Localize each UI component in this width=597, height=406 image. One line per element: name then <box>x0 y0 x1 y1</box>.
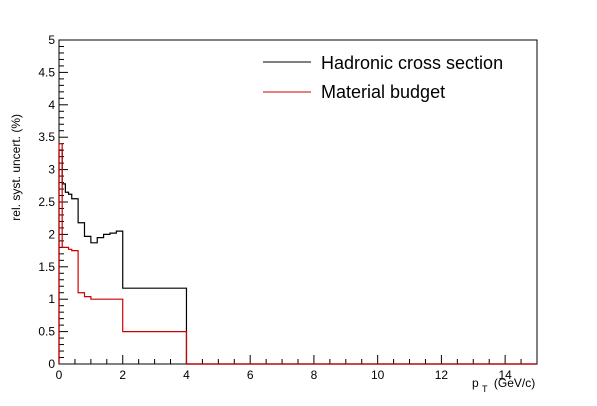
legend-label-hadronic: Hadronic cross section <box>321 53 503 73</box>
y-tick-label: 1 <box>48 292 55 306</box>
x-tick-label: 8 <box>311 368 318 382</box>
x-axis-title: p T (GeV/c) <box>472 376 535 395</box>
y-tick-label: 2 <box>48 227 55 241</box>
legend: Hadronic cross section Material budget <box>263 53 503 102</box>
x-axis-title-main: p <box>472 376 479 390</box>
x-tick-label: 0 <box>56 368 63 382</box>
y-axis-title: rel. syst. uncert. (%) <box>9 114 23 221</box>
y-tick-label: 3.5 <box>38 130 55 144</box>
x-axis-title-unit: (GeV/c) <box>494 376 535 390</box>
series-layer <box>58 143 537 365</box>
y-tick-label: 1.5 <box>38 260 55 274</box>
plot-frame <box>58 39 538 365</box>
x-tick-label: 12 <box>435 368 449 382</box>
y-axis-ticks: 0 0.5 1 1.5 2 2.5 3 3.5 4 4.5 5 <box>38 33 68 371</box>
y-tick-label: 0 <box>48 357 55 371</box>
x-tick-label: 2 <box>119 368 126 382</box>
y-tick-label: 4.5 <box>38 65 55 79</box>
y-tick-label: 3 <box>48 163 55 177</box>
series-line-hadronic <box>58 149 537 365</box>
x-axis-ticks: 0 2 4 6 8 10 12 14 <box>56 355 538 382</box>
x-tick-label: 14 <box>498 368 512 382</box>
x-tick-label: 10 <box>371 368 385 382</box>
y-tick-label: 0.5 <box>38 325 55 339</box>
y-tick-label: 5 <box>48 33 55 47</box>
x-tick-label: 6 <box>247 368 254 382</box>
x-axis-title-sub: T <box>482 384 488 394</box>
y-tick-label: 4 <box>48 98 55 112</box>
x-tick-label: 4 <box>183 368 190 382</box>
series-line-material <box>58 143 537 365</box>
legend-label-material: Material budget <box>321 82 445 102</box>
y-tick-label: 2.5 <box>38 195 55 209</box>
